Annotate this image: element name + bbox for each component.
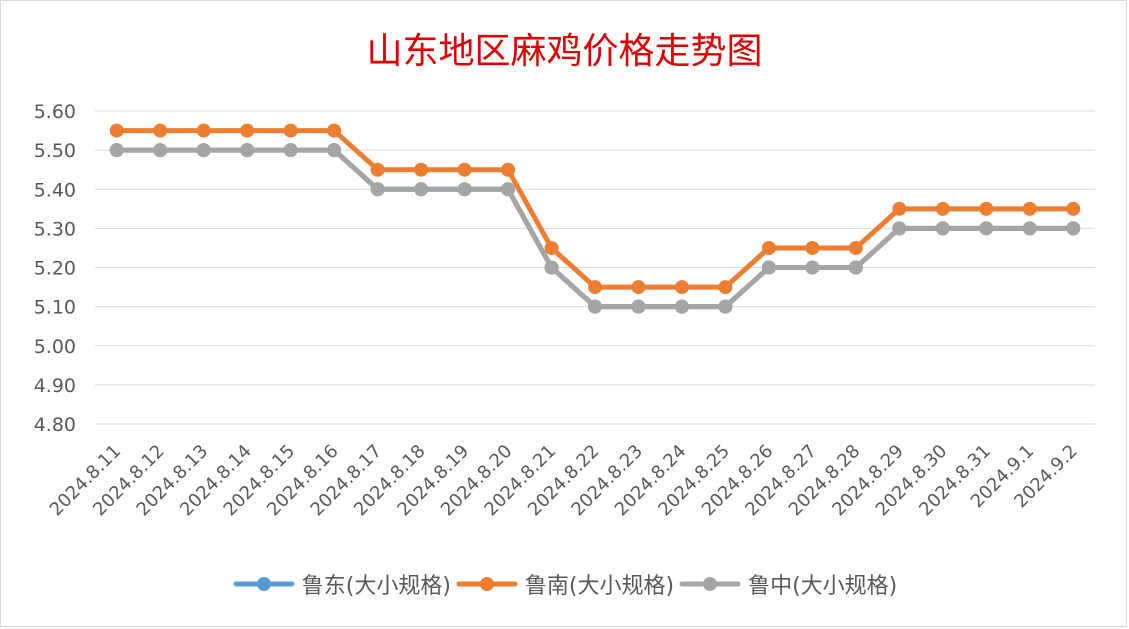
data-point	[848, 260, 863, 275]
y-tick-label: 5.50	[34, 140, 76, 162]
data-point	[892, 201, 907, 216]
data-point	[761, 260, 776, 275]
data-point	[457, 182, 472, 197]
data-point	[805, 260, 820, 275]
data-point	[153, 143, 168, 158]
data-point	[196, 123, 211, 138]
y-tick-label: 5.00	[34, 336, 76, 358]
data-point	[109, 123, 124, 138]
series-1	[109, 123, 1081, 295]
data-point	[805, 240, 820, 255]
data-point	[153, 123, 168, 138]
legend-label: 鲁南(大小规格)	[524, 574, 675, 599]
data-point	[892, 221, 907, 236]
data-point	[1066, 221, 1081, 236]
y-tick-label: 5.30	[34, 218, 76, 240]
legend-item: 鲁中(大小规格)	[678, 568, 897, 600]
legend-marker-icon	[456, 577, 518, 591]
y-tick-label: 5.20	[34, 258, 76, 280]
data-point	[414, 182, 429, 197]
y-tick-label: 4.80	[34, 414, 76, 436]
data-point	[674, 299, 689, 314]
data-point	[501, 182, 516, 197]
data-point	[848, 240, 863, 255]
data-point	[283, 123, 298, 138]
series-2	[109, 143, 1081, 314]
legend-item: 鲁南(大小规格)	[455, 568, 674, 600]
data-point	[935, 221, 950, 236]
y-tick-label: 5.60	[34, 101, 76, 123]
legend-dot	[479, 577, 494, 591]
data-point	[674, 280, 689, 295]
series-line	[114, 128, 1076, 290]
data-point	[414, 162, 429, 177]
data-point	[979, 201, 994, 216]
data-point	[544, 260, 559, 275]
data-point	[240, 143, 255, 158]
data-point	[631, 280, 646, 295]
y-tick-label: 4.90	[34, 375, 76, 397]
data-point	[935, 201, 950, 216]
legend-label: 鲁东(大小规格)	[301, 574, 451, 599]
x-axis-ticks: 2024.8.112024.8.122024.8.132024.8.142024…	[46, 441, 1082, 521]
data-point	[631, 299, 646, 314]
y-tick-label: 5.40	[34, 179, 76, 201]
data-point	[501, 162, 516, 177]
data-point	[457, 162, 472, 177]
legend-item: 鲁东(大小规格)	[232, 568, 451, 600]
data-point	[370, 162, 385, 177]
data-point	[283, 143, 298, 158]
data-point	[718, 299, 733, 314]
data-point	[718, 280, 733, 295]
data-point	[1066, 201, 1081, 216]
data-point	[196, 143, 211, 158]
legend-dot	[703, 577, 718, 591]
data-point	[327, 143, 342, 158]
data-point	[1022, 221, 1037, 236]
series-lines	[109, 123, 1081, 314]
data-point	[109, 143, 124, 158]
y-tick-label: 5.10	[34, 297, 76, 319]
data-point	[327, 123, 342, 138]
legend-label: 鲁中(大小规格)	[748, 574, 898, 599]
legend: 鲁东(大小规格) 鲁南(大小规格) 鲁中(大小规格)	[0, 566, 1129, 602]
data-point	[240, 123, 255, 138]
legend-marker-icon	[233, 577, 295, 591]
data-point	[761, 240, 776, 255]
y-axis-ticks: 5.60 5.50 5.40 5.30 5.20 5.10 5.00 4.90 4.80	[34, 101, 76, 436]
data-point	[544, 240, 559, 255]
gridlines	[95, 110, 1095, 425]
legend-marker-icon	[679, 577, 741, 591]
chart-title: 山东地区麻鸡价格走势图	[366, 31, 763, 72]
legend-dot	[256, 577, 271, 591]
data-point	[370, 182, 385, 197]
data-point	[588, 299, 602, 314]
data-point	[1022, 201, 1037, 216]
data-point	[979, 221, 994, 236]
data-point	[588, 280, 602, 295]
